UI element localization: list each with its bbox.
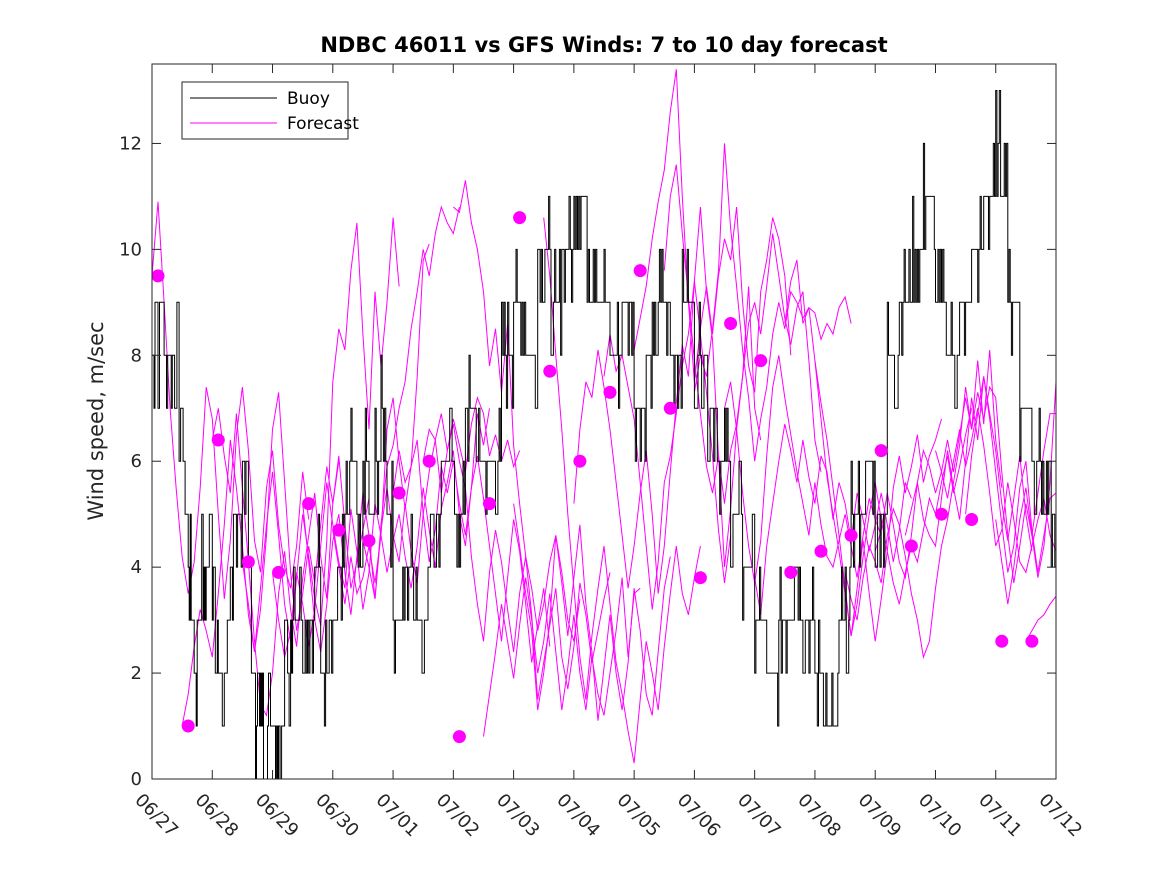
y-tick-label: 12: [119, 133, 142, 154]
forecast-marker: [573, 454, 587, 468]
legend-box: [181, 81, 349, 140]
forecast-marker: [543, 364, 557, 378]
forecast-run-line: [995, 381, 1056, 605]
forecast-marker: [1025, 634, 1039, 648]
y-tick-label: 4: [131, 557, 142, 578]
forecast-marker: [844, 528, 858, 542]
y-tick-label: 2: [131, 663, 142, 684]
forecast-marker: [392, 486, 406, 500]
forecast-marker: [603, 385, 617, 399]
forecast-run-line: [1025, 595, 1056, 642]
forecast-run-line: [633, 69, 792, 393]
legend-buoy-label: Buoy: [287, 89, 330, 109]
y-axis-label: Wind speed, m/sec: [84, 321, 108, 520]
forecast-marker: [904, 539, 918, 553]
forecast-marker: [483, 497, 496, 511]
forecast-marker: [151, 269, 165, 283]
forecast-run-line: [935, 408, 1056, 574]
forecast-run-line: [543, 217, 701, 764]
forecast-marker: [452, 730, 466, 744]
y-tick-label: 0: [131, 769, 142, 790]
forecast-run-line: [181, 392, 340, 727]
forecast-marker: [724, 317, 738, 330]
y-axis: 0 2 4 6 8 10 12: [119, 133, 1056, 790]
forecast-run-line: [844, 349, 1003, 660]
plot-frame: [151, 63, 1057, 780]
forecast-marker: [211, 433, 225, 447]
forecast-run-line: [211, 408, 370, 717]
forecast-run-line: [784, 259, 942, 637]
chart-title: NDBC 46011 vs GFS Winds: 7 to 10 day for…: [320, 33, 887, 57]
forecast-marker: [663, 401, 677, 415]
y-tick-label: 6: [131, 451, 142, 472]
forecast-marker: [362, 534, 376, 548]
forecast-marker: [332, 523, 346, 537]
forecast-marker: [513, 211, 527, 225]
forecast-marker: [693, 571, 707, 585]
forecast-run-line: [513, 503, 671, 721]
forecast-marker: [181, 719, 195, 733]
forecast-marker: [814, 544, 828, 558]
forecast-run-line: [392, 439, 551, 663]
legend-forecast-label: Forecast: [287, 114, 359, 134]
forecast-marker: [935, 507, 948, 521]
forecast-marker: [272, 565, 286, 579]
y-tick-label: 8: [131, 345, 142, 366]
forecast-marker: [754, 354, 768, 368]
forecast-marker: [302, 497, 316, 511]
buoy-step-line: [152, 90, 1056, 779]
forecast-marker: [874, 444, 888, 458]
forecast-run-line: [332, 408, 490, 605]
forecast-markers: [151, 211, 1039, 744]
forecast-run-line: [302, 205, 460, 652]
forecast-run-line: [965, 376, 1056, 573]
forecast-run-line: [452, 180, 611, 700]
forecast-marker: [633, 264, 647, 278]
legend: Buoy Forecast: [181, 81, 359, 140]
forecast-run-line: [663, 164, 822, 504]
forecast-marker: [784, 565, 798, 579]
forecast-marker: [965, 513, 979, 526]
forecast-marker: [422, 454, 436, 468]
buoy-series: [152, 90, 1056, 779]
forecast-run-line: [693, 143, 852, 462]
y-tick-label: 10: [119, 239, 142, 260]
forecast-run-line: [152, 201, 310, 599]
forecast-marker: [241, 555, 255, 569]
forecast-run-line: [874, 376, 1033, 580]
forecast-marker: [995, 634, 1009, 648]
